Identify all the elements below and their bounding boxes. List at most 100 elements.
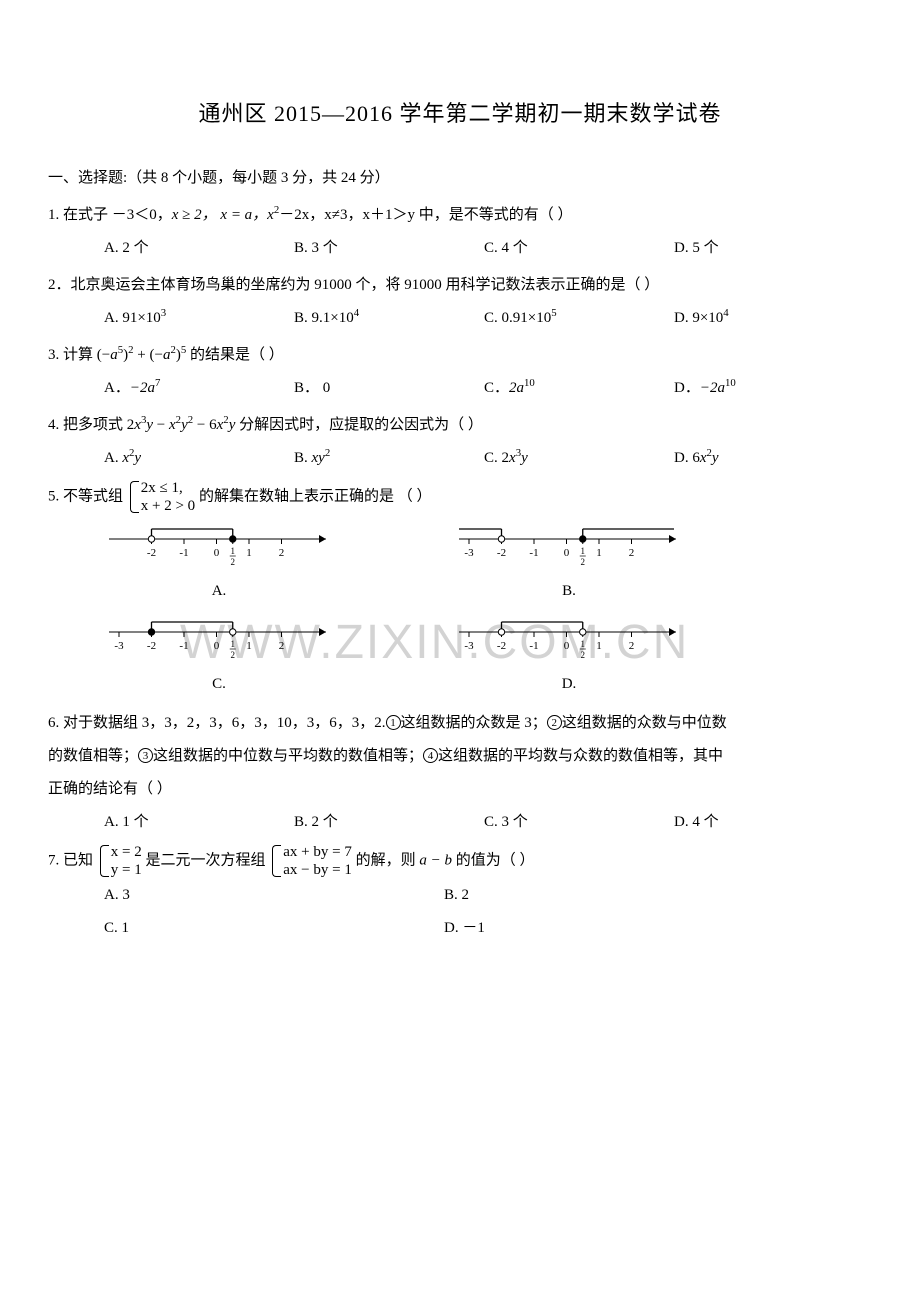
option-b: B． 0 [294,372,464,405]
svg-text:-3: -3 [464,640,474,652]
exp: 4 [723,307,728,319]
svg-text:0: 0 [214,547,220,559]
q3-stem: 3. 计算 (−a5)2 + (−a2)5 的结果是（ ） [48,339,872,372]
svg-text:-2: -2 [147,640,156,652]
text: A． [104,380,130,396]
option-a: A. x2y [104,442,274,475]
svg-text:2: 2 [581,557,586,567]
svg-text:1: 1 [246,640,252,652]
question-2: 2．北京奥运会主体育场鸟巢的坐席约为 91000 个，将 91000 用科学记数… [48,269,872,335]
svg-text:-3: -3 [464,547,474,559]
eq-row: x + 2 > 0 [141,497,195,515]
text: D. 6 [674,450,700,466]
numberline-c: -3-2-101212 C. [104,618,334,701]
brace-system: 2x ≤ 1, x + 2 > 0 [127,479,195,515]
q7-options-2: C. 1 D. －1 [48,912,872,945]
page-content: 通州区 2015—2016 学年第二学期初一期末数学试卷 一、选择题:（共 8 … [48,90,872,945]
svg-text:2: 2 [279,547,285,559]
q4-options: A. x2y B. xy2 C. 2x3y D. 6x2y [48,442,872,475]
numberline-b: -3-2-101212 B. [454,525,684,608]
exp: 4 [354,307,359,319]
text: −2a [130,380,155,396]
page-title: 通州区 2015—2016 学年第二学期初一期末数学试卷 [48,90,872,138]
question-7: 7. 已知 x = 2 y = 1 是二元一次方程组 ax + by = 7 a… [48,843,872,945]
q7-options-1: A. 3 B. 2 [48,879,872,912]
q6-line2: 的数值相等；3这组数据的中位数与平均数的数值相等；4这组数据的平均数与众数的数值… [48,740,872,773]
text: 的结果是（ ） [186,347,284,363]
text: 的解集在数轴上表示正确的是 （ ） [199,489,432,505]
option-d: D. 5 个 [674,232,844,265]
option-a: A. 91×103 [104,302,274,335]
text: 5. 不等式组 [48,489,127,505]
option-d: D. －1 [444,912,784,945]
text: −2a [700,380,725,396]
option-c: C．2a10 [484,372,654,405]
eq-row: y = 1 [111,861,142,879]
text: 4. 把多项式 2 [48,417,134,433]
svg-text:-2: -2 [497,640,506,652]
svg-text:2: 2 [231,557,236,567]
text: 是二元一次方程组 [145,853,269,869]
question-5: 5. 不等式组 2x ≤ 1, x + 2 > 0 的解集在数轴上表示正确的是 … [48,479,872,701]
text: C． [484,380,509,396]
exp: 5 [551,307,556,319]
label-a: A. [104,575,334,608]
text: 这组数据的平均数与众数的数值相等，其中 [438,748,723,764]
label-b: B. [454,575,684,608]
option-c: C. 2x3y [484,442,654,475]
svg-text:-3: -3 [114,640,124,652]
svg-text:0: 0 [214,640,220,652]
exp: 10 [524,377,535,389]
text: − 6 [193,417,216,433]
question-4: 4. 把多项式 2x3y − x2y2 − 6x2y 分解因式时，应提取的公因式… [48,409,872,475]
text: －2x，x≠3，x＋1＞y 中，是不等式的有（ ） [279,207,572,223]
option-d: D. 9×104 [674,302,844,335]
exp: 7 [155,377,160,389]
question-6: 6. 对于数据组 3，3，2，3，6，3，10，3，6，3，2.1这组数据的众数… [48,707,872,839]
svg-text:2: 2 [629,547,635,559]
q6-line1: 6. 对于数据组 3，3，2，3，6，3，10，3，6，3，2.1这组数据的众数… [48,707,872,740]
exp: 10 [725,377,736,389]
text: A. [104,450,122,466]
text: 这组数据的众数是 3； [401,715,547,731]
option-a: A．−2a7 [104,372,274,405]
svg-text:-1: -1 [529,640,538,652]
svg-text:-2: -2 [497,547,506,559]
text: 2a [509,380,524,396]
option-c: C. 4 个 [484,232,654,265]
svg-text:-1: -1 [179,547,188,559]
label-d: D. [454,668,684,701]
brace-system: ax + by = 7 ax − by = 1 [269,843,352,879]
svg-text:2: 2 [581,650,586,660]
text: 这组数据的中位数与平均数的数值相等； [153,748,423,764]
number-line-row-2: -3-2-101212 C. -3-2-101212 D. [48,618,872,701]
exp: 3 [161,307,166,319]
option-b: B. 2 个 [294,806,464,839]
svg-text:2: 2 [629,640,635,652]
option-b: B. 3 个 [294,232,464,265]
svg-text:2: 2 [279,640,285,652]
text: D. 9×10 [674,310,723,326]
eq-row: ax + by = 7 [283,843,352,861]
svg-text:1: 1 [246,547,252,559]
q1-options: A. 2 个 B. 3 个 C. 4 个 D. 5 个 [48,232,872,265]
svg-text:1: 1 [231,639,236,649]
text: 3. 计算 (− [48,347,110,363]
q3-options: A．−2a7 B． 0 C．2a10 D．−2a10 [48,372,872,405]
text: + (− [134,347,163,363]
question-3: 3. 计算 (−a5)2 + (−a2)5 的结果是（ ） A．−2a7 B． … [48,339,872,405]
svg-text:0: 0 [564,640,570,652]
option-c: C. 1 [104,912,444,945]
option-a: A. 1 个 [104,806,274,839]
text: C. 2 [484,450,509,466]
option-b: B. 9.1×104 [294,302,464,335]
eq-row: 2x ≤ 1, [141,479,195,497]
text: 的值为（ ） [452,853,535,869]
q7-stem: 7. 已知 x = 2 y = 1 是二元一次方程组 ax + by = 7 a… [48,843,872,879]
text: 的数值相等； [48,748,138,764]
text: D． [674,380,700,396]
text: 的解，则 [356,853,420,869]
option-b: B. 2 [444,879,784,912]
svg-text:0: 0 [564,547,570,559]
number-line-row-1: -2-101212 A. -3-2-101212 B. [48,525,872,608]
